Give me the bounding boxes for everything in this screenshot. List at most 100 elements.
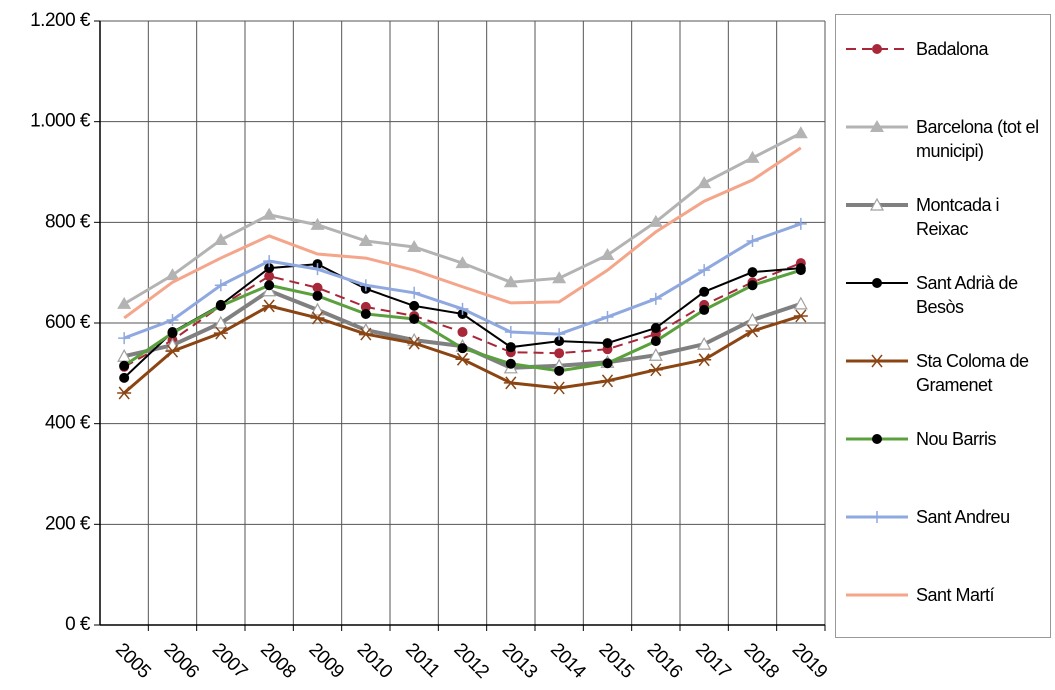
legend-item: Sta Coloma de Gramenet bbox=[836, 349, 1050, 397]
point bbox=[602, 358, 613, 369]
y-tick-label: 1.000 € bbox=[30, 111, 91, 132]
y-tick-label: 400 € bbox=[45, 413, 91, 434]
point bbox=[697, 336, 712, 350]
point bbox=[262, 283, 277, 297]
legend: Badalona Barcelona (tot el municipi) Montc… bbox=[835, 14, 1051, 638]
point bbox=[872, 44, 882, 54]
legend-swatch bbox=[846, 120, 908, 132]
point bbox=[167, 328, 178, 339]
point bbox=[457, 327, 468, 338]
point bbox=[505, 342, 516, 353]
legend-item: Barcelona (tot el municipi) bbox=[836, 115, 1050, 163]
point bbox=[264, 271, 275, 282]
x-tick-label: 2017 bbox=[691, 639, 734, 682]
point bbox=[600, 248, 615, 261]
point bbox=[215, 300, 226, 311]
point bbox=[117, 386, 132, 400]
point bbox=[262, 207, 277, 220]
point bbox=[310, 302, 325, 316]
point bbox=[214, 279, 227, 292]
point bbox=[601, 310, 614, 323]
point bbox=[793, 309, 808, 323]
point bbox=[697, 353, 712, 367]
point bbox=[312, 290, 323, 301]
point bbox=[602, 338, 613, 349]
point bbox=[747, 280, 758, 291]
x-tick-label: 2008 bbox=[256, 639, 299, 682]
legend-swatch bbox=[846, 593, 908, 597]
point bbox=[213, 326, 228, 340]
point bbox=[699, 286, 710, 297]
point bbox=[699, 304, 710, 315]
point bbox=[650, 336, 661, 347]
point bbox=[264, 263, 275, 274]
point bbox=[358, 327, 373, 341]
point bbox=[552, 271, 567, 284]
point bbox=[408, 286, 421, 299]
legend-label: Barcelona (tot el municipi) bbox=[916, 117, 1039, 161]
point bbox=[554, 348, 565, 359]
point bbox=[745, 312, 760, 326]
point bbox=[871, 511, 883, 523]
point bbox=[359, 279, 372, 292]
x-tick-label: 2013 bbox=[498, 639, 541, 682]
point bbox=[263, 255, 276, 268]
series-line bbox=[123, 131, 802, 306]
point bbox=[554, 336, 565, 347]
legend-label: Nou Barris bbox=[916, 429, 997, 449]
x-tick-label: 2007 bbox=[208, 639, 251, 682]
legend-label: Sant Martí bbox=[916, 585, 995, 605]
point bbox=[262, 299, 277, 313]
y-tick-label: 200 € bbox=[45, 513, 91, 534]
point bbox=[870, 354, 884, 368]
point bbox=[505, 358, 516, 369]
point bbox=[794, 217, 807, 230]
point bbox=[165, 344, 180, 358]
legend-item: Nou Barris bbox=[836, 427, 1050, 451]
point bbox=[119, 360, 130, 371]
legend-label: Sant Adrià de Besòs bbox=[916, 273, 1018, 317]
legend-item: Badalona bbox=[836, 37, 1050, 61]
x-tick-label: 2010 bbox=[353, 639, 396, 682]
legend-label: Montcada i Reixac bbox=[916, 195, 1000, 239]
legend-swatch bbox=[846, 434, 908, 444]
point bbox=[166, 313, 179, 326]
x-tick-label: 2011 bbox=[401, 639, 443, 681]
point bbox=[360, 301, 371, 312]
legend-label: Badalona bbox=[916, 39, 989, 59]
point bbox=[870, 120, 884, 132]
point bbox=[358, 233, 373, 246]
point bbox=[747, 267, 758, 278]
x-tick-label: 2019 bbox=[788, 639, 831, 682]
legend-swatch bbox=[846, 197, 908, 211]
point bbox=[264, 280, 275, 291]
legend-swatch bbox=[846, 511, 908, 523]
point bbox=[310, 311, 325, 325]
point bbox=[455, 352, 470, 366]
point bbox=[503, 376, 518, 390]
x-tick-label: 2009 bbox=[304, 639, 347, 682]
point bbox=[407, 336, 422, 350]
legend-swatch bbox=[846, 278, 908, 288]
point bbox=[503, 275, 518, 288]
x-tick-label: 2015 bbox=[594, 639, 637, 682]
point bbox=[648, 347, 663, 361]
point bbox=[455, 256, 470, 269]
point bbox=[311, 263, 324, 276]
point bbox=[407, 239, 422, 252]
y-tick-label: 600 € bbox=[45, 312, 91, 333]
x-tick-label: 2006 bbox=[159, 639, 202, 682]
point bbox=[213, 315, 228, 329]
point bbox=[697, 176, 712, 189]
point bbox=[312, 282, 323, 293]
point bbox=[409, 300, 420, 311]
legend-item: Sant Martí bbox=[836, 583, 1050, 607]
point bbox=[649, 292, 662, 305]
point bbox=[553, 328, 566, 341]
point bbox=[648, 363, 663, 377]
point bbox=[745, 324, 760, 338]
point bbox=[745, 150, 760, 163]
point bbox=[310, 217, 325, 230]
point bbox=[409, 313, 420, 324]
